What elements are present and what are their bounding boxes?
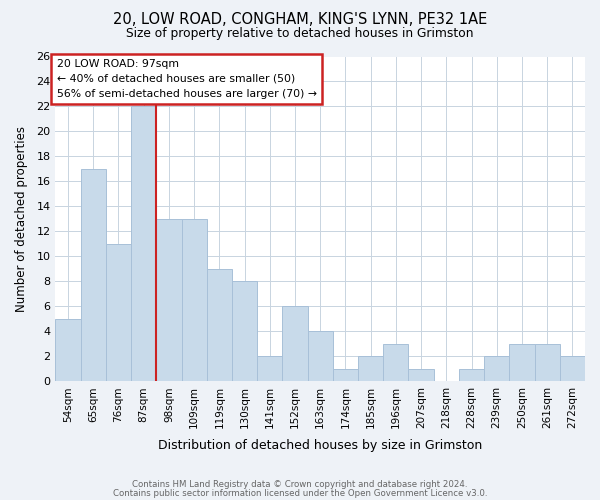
Bar bbox=[131, 106, 157, 382]
Bar bbox=[232, 282, 257, 382]
Bar bbox=[333, 369, 358, 382]
Bar bbox=[308, 332, 333, 382]
Bar bbox=[257, 356, 283, 382]
Text: 20, LOW ROAD, CONGHAM, KING'S LYNN, PE32 1AE: 20, LOW ROAD, CONGHAM, KING'S LYNN, PE32… bbox=[113, 12, 487, 28]
Bar bbox=[409, 369, 434, 382]
Text: Size of property relative to detached houses in Grimston: Size of property relative to detached ho… bbox=[126, 28, 474, 40]
X-axis label: Distribution of detached houses by size in Grimston: Distribution of detached houses by size … bbox=[158, 440, 482, 452]
Bar bbox=[207, 269, 232, 382]
Bar bbox=[283, 306, 308, 382]
Bar bbox=[182, 219, 207, 382]
Bar bbox=[560, 356, 585, 382]
Bar bbox=[459, 369, 484, 382]
Bar bbox=[484, 356, 509, 382]
Bar bbox=[157, 219, 182, 382]
Bar bbox=[383, 344, 409, 382]
Text: 20 LOW ROAD: 97sqm
← 40% of detached houses are smaller (50)
56% of semi-detache: 20 LOW ROAD: 97sqm ← 40% of detached hou… bbox=[57, 59, 317, 98]
Bar bbox=[358, 356, 383, 382]
Bar bbox=[535, 344, 560, 382]
Text: Contains HM Land Registry data © Crown copyright and database right 2024.: Contains HM Land Registry data © Crown c… bbox=[132, 480, 468, 489]
Bar bbox=[55, 319, 80, 382]
Text: Contains public sector information licensed under the Open Government Licence v3: Contains public sector information licen… bbox=[113, 490, 487, 498]
Bar bbox=[80, 169, 106, 382]
Bar bbox=[509, 344, 535, 382]
Bar bbox=[106, 244, 131, 382]
Y-axis label: Number of detached properties: Number of detached properties bbox=[15, 126, 28, 312]
